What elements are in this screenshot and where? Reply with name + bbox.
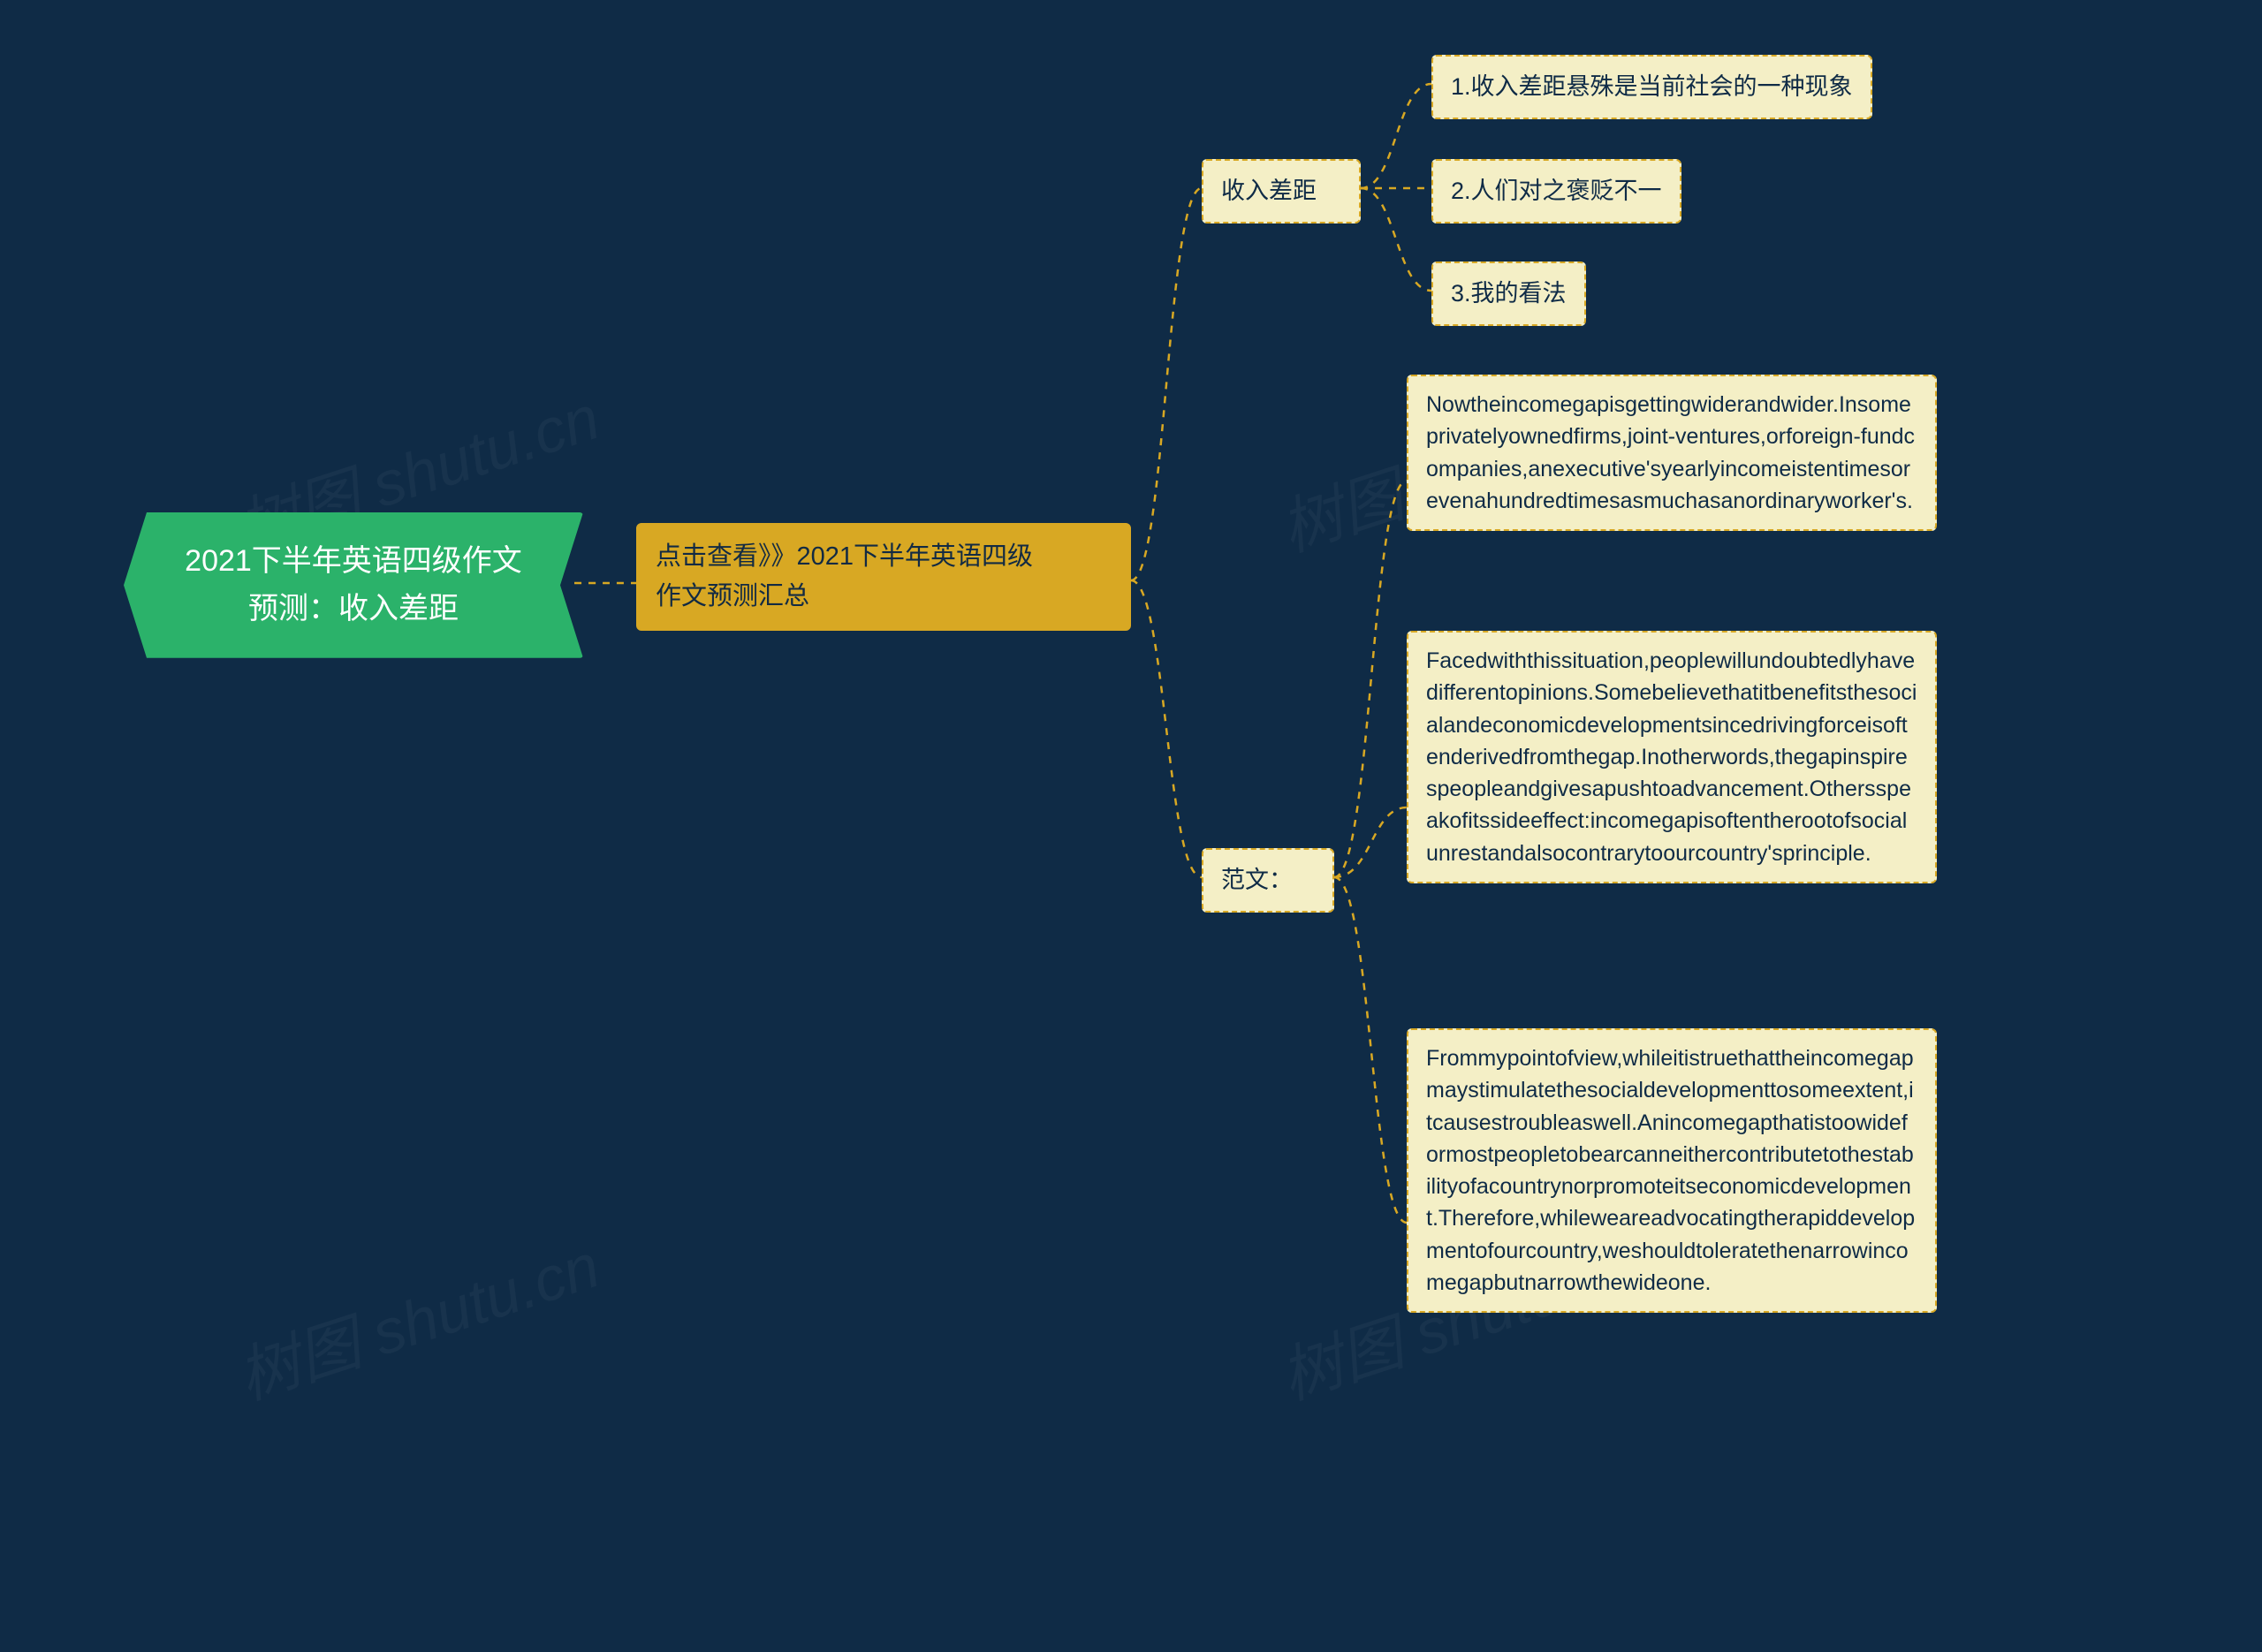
link-line1: 点击查看》》2021下半年英语四级 xyxy=(656,537,1033,577)
branch2-para1-text: Nowtheincomegapisgettingwiderandwider.In… xyxy=(1426,389,1917,517)
branch1-label: 收入差距 xyxy=(1202,159,1361,224)
branch1-label-text: 收入差距 xyxy=(1221,173,1317,209)
branch1-item1: 1.收入差距悬殊是当前社会的一种现象 xyxy=(1431,55,1872,119)
branch2-label-text: 范文： xyxy=(1221,862,1293,898)
branch2-para1: Nowtheincomegapisgettingwiderandwider.In… xyxy=(1407,375,1937,531)
branch2-label: 范文： xyxy=(1202,848,1334,913)
branch1-item1-text: 1.收入差距悬殊是当前社会的一种现象 xyxy=(1451,69,1853,105)
branch2-para2-text: Facedwiththissituation,peoplewillundoubt… xyxy=(1426,645,1917,869)
branch1-item2: 2.人们对之褒贬不一 xyxy=(1431,159,1681,224)
branch2-para2: Facedwiththissituation,peoplewillundoubt… xyxy=(1407,631,1937,883)
branch1-item3-text: 3.我的看法 xyxy=(1451,276,1567,312)
branch1-item3: 3.我的看法 xyxy=(1431,261,1586,326)
root-node: 2021下半年英语四级作文 预测：收入差距 xyxy=(124,512,583,658)
watermark: 树图 shutu.cn xyxy=(225,1216,610,1417)
branch1-item2-text: 2.人们对之褒贬不一 xyxy=(1451,173,1662,209)
link-line2: 作文预测汇总 xyxy=(656,577,1033,617)
link-node[interactable]: 点击查看》》2021下半年英语四级 作文预测汇总 xyxy=(636,523,1131,631)
root-line1: 2021下半年英语四级作文 xyxy=(154,537,553,585)
branch2-para3-text: Frommypointofview,whileitistruethatthein… xyxy=(1426,1042,1917,1299)
root-line2: 预测：收入差距 xyxy=(154,585,553,633)
branch2-para3: Frommypointofview,whileitistruethatthein… xyxy=(1407,1028,1937,1313)
